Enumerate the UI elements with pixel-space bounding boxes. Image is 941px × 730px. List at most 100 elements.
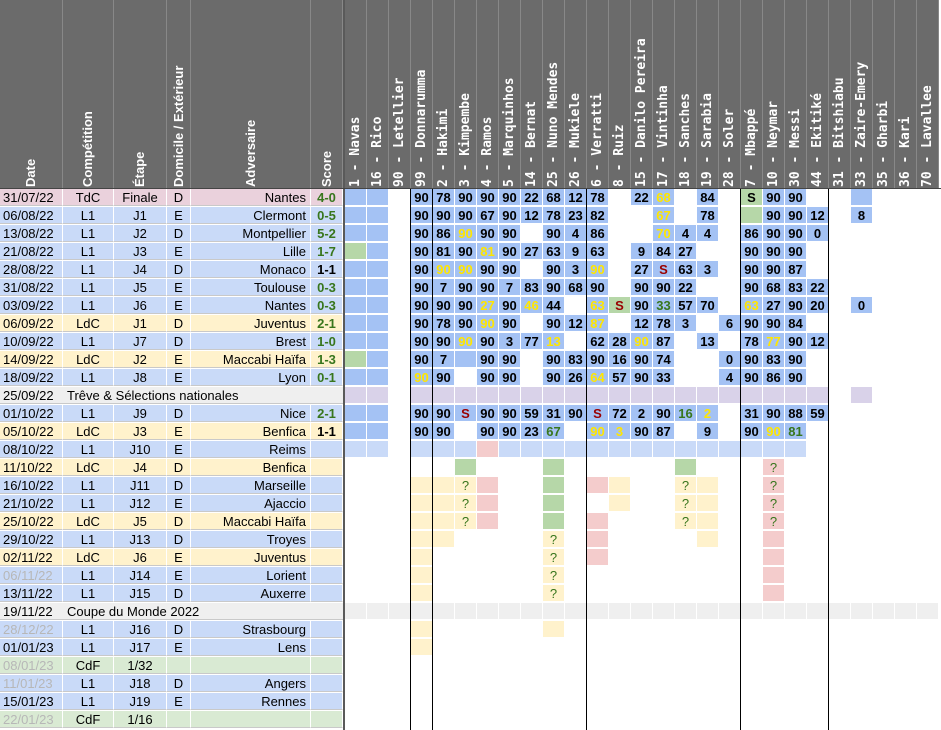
player-cell[interactable]: 90	[477, 423, 499, 440]
player-cell[interactable]	[543, 387, 565, 404]
row-date[interactable]: 22/01/23	[0, 711, 63, 728]
player-cell[interactable]: 77	[521, 333, 543, 350]
player-cell[interactable]: 90	[587, 423, 609, 440]
player-cell[interactable]	[477, 477, 499, 494]
player-cell[interactable]: 27	[631, 261, 653, 278]
player-cell[interactable]	[433, 603, 455, 620]
player-cell[interactable]	[763, 531, 785, 548]
player-cell[interactable]	[609, 441, 631, 458]
player-cell[interactable]	[521, 387, 543, 404]
row-date[interactable]: 18/09/22	[0, 369, 63, 386]
row-opp[interactable]: Marseille	[191, 477, 311, 494]
player-cell[interactable]: 90	[499, 351, 521, 368]
row-dom[interactable]: E	[167, 423, 191, 440]
player-cell[interactable]	[719, 387, 741, 404]
player-header[interactable]: 16 - Rico	[367, 0, 389, 188]
row-stage[interactable]: J4	[114, 459, 167, 476]
player-cell[interactable]: 90	[763, 225, 785, 242]
player-cell[interactable]: 90	[433, 405, 455, 422]
player-cell[interactable]: 90	[543, 369, 565, 386]
player-cell[interactable]: 90	[433, 297, 455, 314]
player-cell[interactable]: 8	[851, 207, 873, 224]
player-cell[interactable]: 90	[455, 261, 477, 278]
row-comp[interactable]: L1	[63, 297, 114, 314]
row-stage[interactable]: J6	[114, 549, 167, 566]
player-cell[interactable]: 83	[565, 351, 587, 368]
player-cell[interactable]	[367, 387, 389, 404]
player-cell[interactable]	[609, 387, 631, 404]
player-cell[interactable]	[345, 333, 367, 350]
player-cell[interactable]	[543, 603, 565, 620]
player-cell[interactable]	[433, 477, 455, 494]
player-cell[interactable]: 90	[433, 423, 455, 440]
row-dom[interactable]: D	[167, 585, 191, 602]
player-cell[interactable]: 78	[697, 207, 719, 224]
player-cell[interactable]	[719, 441, 741, 458]
player-cell[interactable]: 87	[653, 423, 675, 440]
row-dom[interactable]: E	[167, 639, 191, 656]
player-cell[interactable]: 27	[521, 243, 543, 260]
player-cell[interactable]: ?	[455, 513, 477, 530]
row-comp[interactable]: LdC	[63, 315, 114, 332]
row-date[interactable]: 31/07/22	[0, 189, 63, 206]
player-cell[interactable]: 84	[653, 243, 675, 260]
player-cell[interactable]	[697, 441, 719, 458]
player-cell[interactable]: 12	[807, 333, 829, 350]
player-cell[interactable]: 67	[653, 207, 675, 224]
player-cell[interactable]: 90	[785, 297, 807, 314]
player-cell[interactable]: 72	[609, 405, 631, 422]
player-cell[interactable]	[455, 603, 477, 620]
player-cell[interactable]	[411, 513, 433, 530]
player-cell[interactable]	[587, 387, 609, 404]
player-cell[interactable]	[917, 603, 939, 620]
row-opp[interactable]: Benfica	[191, 423, 311, 440]
player-cell[interactable]	[433, 387, 455, 404]
player-cell[interactable]	[609, 477, 631, 494]
row-date[interactable]: 03/09/22	[0, 297, 63, 314]
player-cell[interactable]: 90	[587, 351, 609, 368]
row-opp[interactable]: Reims	[191, 441, 311, 458]
player-cell[interactable]: 90	[763, 423, 785, 440]
player-cell[interactable]	[455, 387, 477, 404]
player-cell[interactable]: 90	[499, 315, 521, 332]
row-date[interactable]: 13/08/22	[0, 225, 63, 242]
row-date[interactable]: 08/01/23	[0, 657, 63, 674]
player-cell[interactable]: 90	[411, 297, 433, 314]
row-date[interactable]: 21/08/22	[0, 243, 63, 260]
player-cell[interactable]: 90	[477, 279, 499, 296]
player-header[interactable]: 17 - Vintinha	[653, 0, 675, 188]
row-comp[interactable]: L1	[63, 279, 114, 296]
player-cell[interactable]	[499, 441, 521, 458]
row-opp[interactable]: Toulouse	[191, 279, 311, 296]
row-opp[interactable]: Troyes	[191, 531, 311, 548]
row-stage[interactable]: J4	[114, 261, 167, 278]
player-cell[interactable]	[367, 225, 389, 242]
player-header[interactable]: 31 - Bitshiabu	[829, 0, 851, 188]
player-cell[interactable]	[367, 279, 389, 296]
player-cell[interactable]	[543, 459, 565, 476]
row-date[interactable]: 16/10/22	[0, 477, 63, 494]
player-cell[interactable]: 62	[587, 333, 609, 350]
player-cell[interactable]: 90	[411, 369, 433, 386]
row-comp[interactable]: L1	[63, 333, 114, 350]
player-cell[interactable]: 90	[411, 351, 433, 368]
player-cell[interactable]: 90	[411, 189, 433, 206]
player-cell[interactable]: 87	[587, 315, 609, 332]
row-comp[interactable]: L1	[63, 243, 114, 260]
player-cell[interactable]: 7	[433, 279, 455, 296]
player-cell[interactable]: ?	[763, 459, 785, 476]
player-cell[interactable]: 90	[499, 207, 521, 224]
player-cell[interactable]	[697, 513, 719, 530]
player-cell[interactable]: ?	[763, 513, 785, 530]
row-date[interactable]: 14/09/22	[0, 351, 63, 368]
player-header[interactable]: 90 - Letellier	[389, 0, 411, 188]
player-cell[interactable]: 90	[411, 207, 433, 224]
player-cell[interactable]	[741, 603, 763, 620]
player-cell[interactable]: 90	[785, 225, 807, 242]
player-cell[interactable]	[345, 261, 367, 278]
player-cell[interactable]: 0	[851, 297, 873, 314]
row-opp[interactable]: Maccabi Haïfa	[191, 513, 311, 530]
player-cell[interactable]: 90	[631, 333, 653, 350]
player-cell[interactable]: 63	[543, 243, 565, 260]
player-cell[interactable]: 90	[785, 351, 807, 368]
